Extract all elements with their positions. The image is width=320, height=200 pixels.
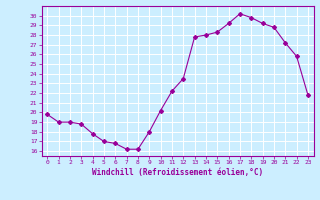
X-axis label: Windchill (Refroidissement éolien,°C): Windchill (Refroidissement éolien,°C) <box>92 168 263 177</box>
